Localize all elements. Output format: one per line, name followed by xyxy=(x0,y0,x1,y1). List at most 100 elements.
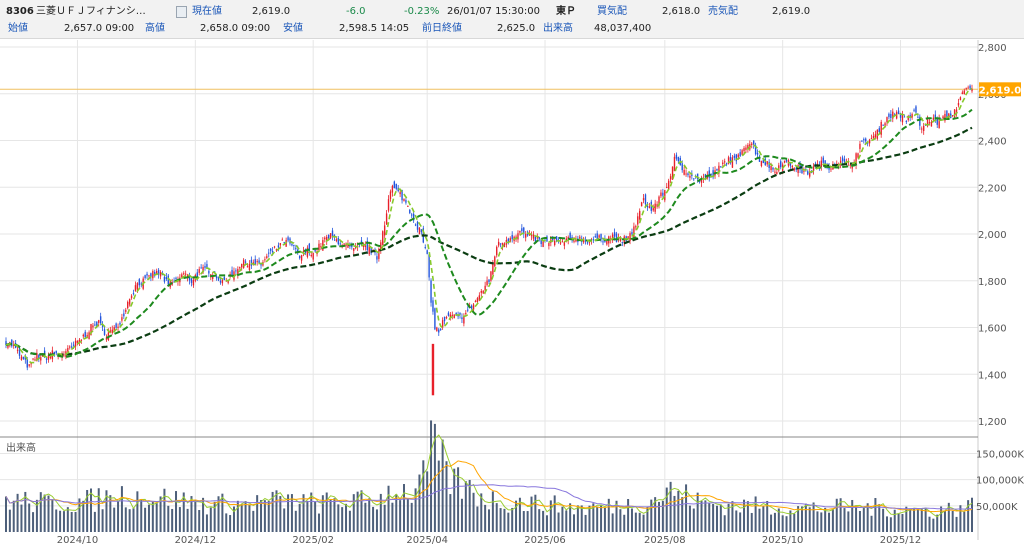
candle-body xyxy=(486,280,488,286)
candle-body xyxy=(793,168,795,171)
low-value: 2,598.5 14:05 xyxy=(339,23,410,34)
volume-bar xyxy=(584,514,587,532)
volume-bar xyxy=(580,505,583,532)
candle-body xyxy=(310,255,312,257)
candle-body xyxy=(88,332,90,340)
stock-name[interactable]: 三菱ＵＦＪフィナンシ… xyxy=(36,6,146,17)
volume-bar xyxy=(109,495,112,532)
volume-bar xyxy=(345,503,348,532)
candle-body xyxy=(432,300,434,312)
candle-body xyxy=(745,147,747,150)
candle-body xyxy=(849,164,851,166)
volume-bar xyxy=(167,505,170,532)
volume-bar xyxy=(51,499,54,532)
candle-body xyxy=(183,273,185,275)
candle-body xyxy=(751,143,753,145)
candle-body xyxy=(227,280,229,283)
candle-body xyxy=(32,358,34,360)
volume-bar xyxy=(43,494,46,532)
candle-body xyxy=(18,347,21,356)
price-tick-label: 1,600 xyxy=(978,324,1007,335)
volume-bar xyxy=(800,506,803,532)
volume-bar xyxy=(329,499,332,532)
price-chart[interactable]: 1,2001,4001,6001,8002,0002,2002,4002,600… xyxy=(0,38,1024,547)
candle-body xyxy=(621,242,624,244)
volume-bar xyxy=(28,503,31,532)
volume-bar xyxy=(870,515,873,532)
volume-bar xyxy=(565,510,568,532)
volume-panel-title: 出来高 xyxy=(6,441,36,454)
candle-body xyxy=(876,129,879,139)
candle-body xyxy=(932,117,935,120)
volume-bar xyxy=(967,500,970,532)
candle-body xyxy=(40,357,42,361)
volume-bar xyxy=(534,494,537,532)
volume-bar xyxy=(920,509,923,532)
candle-body xyxy=(217,276,220,281)
volume-tick-label: 100,000K xyxy=(976,476,1024,487)
volume-bar xyxy=(8,509,11,532)
candle-body xyxy=(200,267,202,269)
candle-body xyxy=(237,269,239,276)
price-tick-label: 1,800 xyxy=(978,277,1007,288)
candle-body xyxy=(78,339,81,343)
volume-bar xyxy=(368,498,371,532)
candle-body xyxy=(959,97,962,101)
candle-body xyxy=(101,325,104,327)
volume-bar xyxy=(696,492,699,532)
candle-body xyxy=(859,143,861,149)
candle-body xyxy=(337,238,340,245)
candle-body xyxy=(343,243,345,245)
candle-body xyxy=(165,277,168,280)
price-moving-averages xyxy=(5,87,973,364)
candle-body xyxy=(115,323,117,328)
volume-bar xyxy=(762,505,765,532)
candle-body xyxy=(752,140,755,145)
candle-body xyxy=(231,269,233,277)
candle-body xyxy=(254,259,256,265)
candle-body xyxy=(946,110,948,120)
candle-body xyxy=(532,234,535,239)
candle-body xyxy=(281,239,283,241)
candle-body xyxy=(331,230,334,237)
candle-body xyxy=(140,283,142,285)
candle-body xyxy=(134,285,137,292)
list-icon[interactable] xyxy=(176,6,187,18)
volume-bar xyxy=(878,504,881,532)
candle-body xyxy=(924,124,927,126)
candle-body xyxy=(880,121,882,135)
candle-body xyxy=(208,270,210,274)
candle-body xyxy=(90,324,92,335)
candle-body xyxy=(190,278,193,283)
candle-body xyxy=(414,224,417,226)
volume-ma-long xyxy=(5,484,973,510)
volume-bar xyxy=(468,479,471,532)
candle-body xyxy=(525,233,527,238)
volume-bar xyxy=(940,506,943,532)
candle-body xyxy=(241,263,243,268)
volume-bar xyxy=(364,502,367,532)
candle-body xyxy=(47,355,50,360)
volume-bar xyxy=(673,495,676,532)
volume-bar xyxy=(105,490,108,532)
candle-body xyxy=(167,275,169,285)
volume-bar xyxy=(375,509,378,532)
candle-body xyxy=(436,327,438,331)
candle-body xyxy=(277,245,280,248)
volume-bar xyxy=(704,500,707,532)
candle-body xyxy=(971,88,973,92)
volume-bar xyxy=(480,493,483,532)
quote-datetime: 26/01/07 15:30:00 xyxy=(447,6,541,17)
volume-bar xyxy=(715,505,718,532)
candle-body xyxy=(260,264,262,266)
candle-body xyxy=(839,160,842,165)
volume-bar xyxy=(542,510,545,532)
volume-bar xyxy=(835,498,838,532)
candle-body xyxy=(687,173,689,176)
volume-bar xyxy=(101,509,104,532)
volume-bar xyxy=(267,501,270,532)
volume-bar xyxy=(248,504,251,532)
candle-body xyxy=(563,242,566,246)
candle-body xyxy=(494,256,496,267)
candle-body xyxy=(499,243,502,245)
